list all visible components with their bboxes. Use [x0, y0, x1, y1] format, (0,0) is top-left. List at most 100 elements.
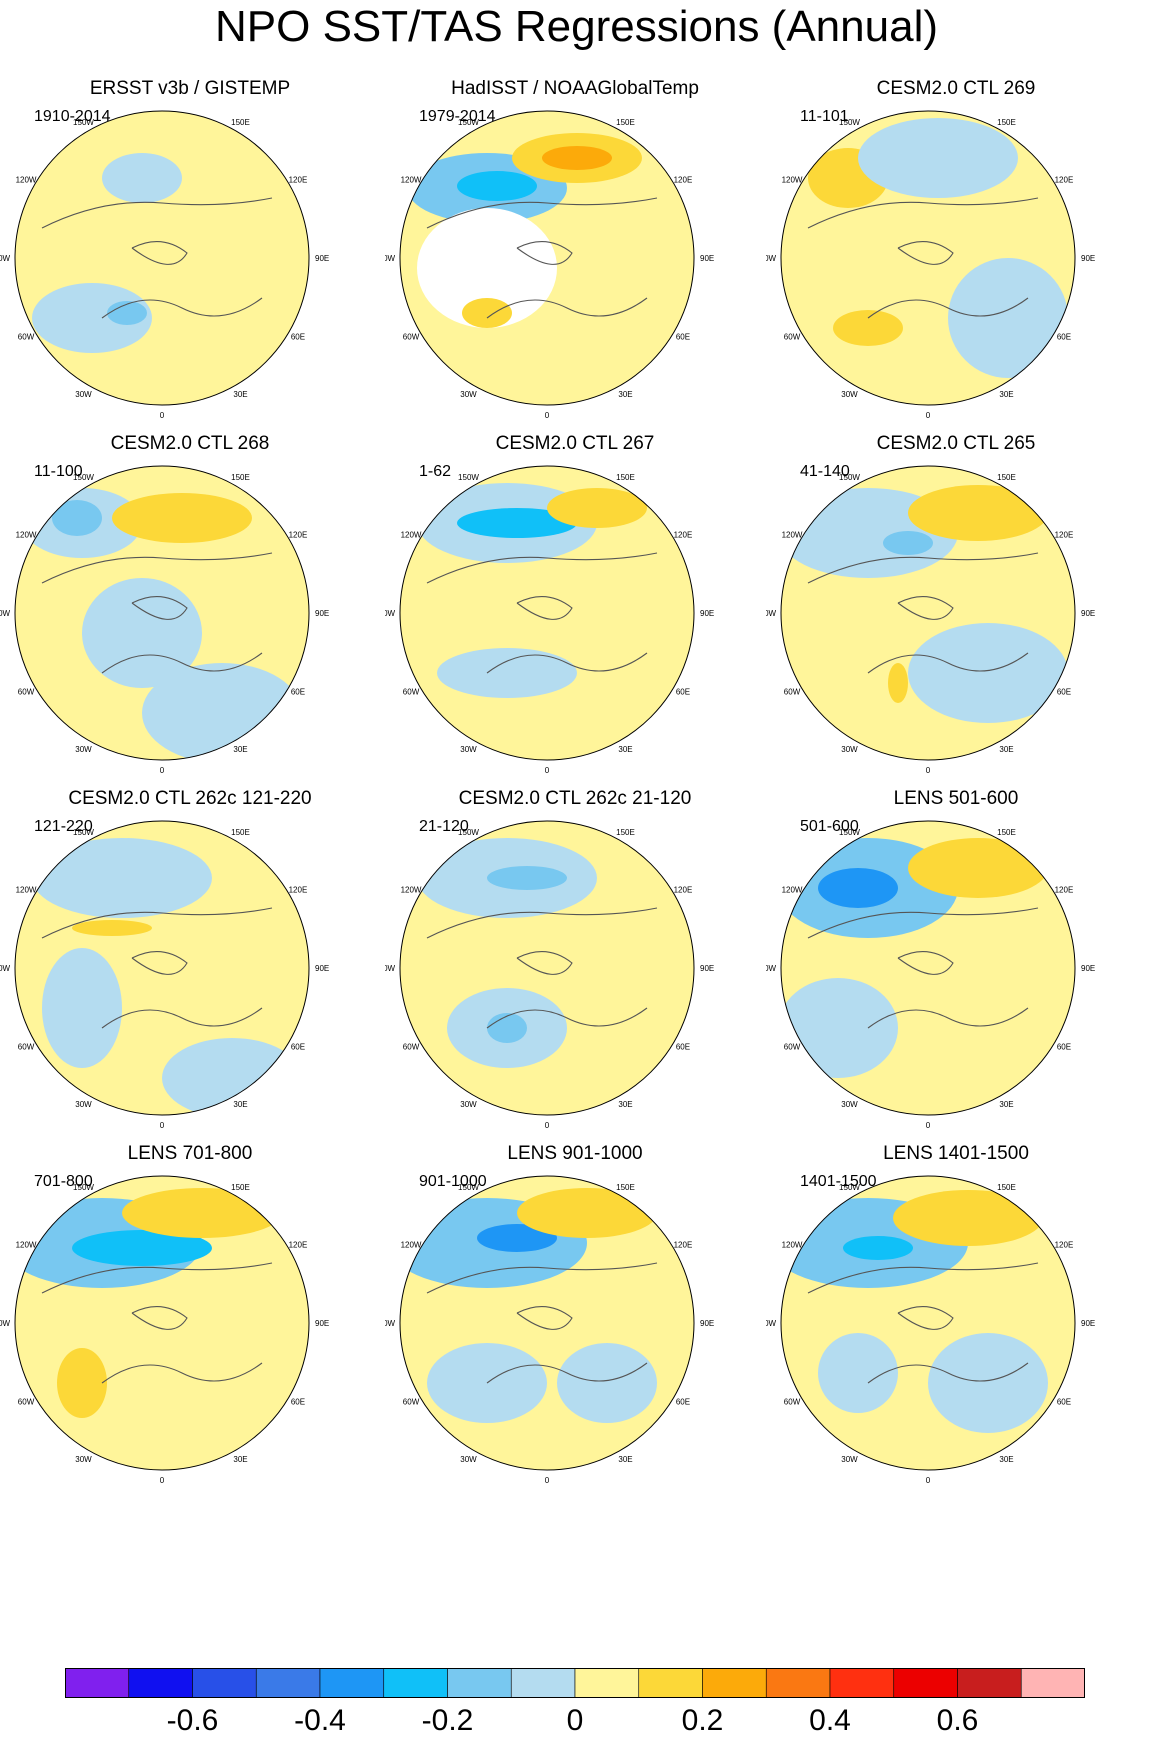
longitude-label: 90W: [385, 609, 396, 618]
anomaly-region: [858, 118, 1018, 198]
colorbar-label: 0.6: [936, 1704, 979, 1737]
longitude-label: 30E: [618, 1100, 632, 1109]
longitude-label: 60W: [18, 333, 35, 342]
longitude-label: 90E: [315, 1319, 329, 1328]
map-border: [14, 110, 310, 406]
longitude-label: 120W: [401, 176, 422, 185]
longitude-label: 150E: [616, 118, 635, 127]
longitude-label: 30W: [75, 1455, 92, 1464]
colorbar-cell: [383, 1668, 448, 1698]
longitude-label: 90W: [766, 609, 777, 618]
longitude-label: 30W: [75, 745, 92, 754]
longitude-label: 0: [926, 411, 931, 420]
map-border: [780, 465, 1076, 761]
longitude-label: 0: [545, 411, 550, 420]
longitude-label: 90W: [0, 254, 11, 263]
anomaly-region: [818, 1333, 898, 1413]
longitude-label: 120W: [782, 886, 803, 895]
longitude-label: 90E: [315, 964, 329, 973]
longitude-label: 90W: [766, 254, 777, 263]
colorbar-cell: [255, 1668, 321, 1698]
longitude-label: 60W: [18, 688, 35, 697]
anomaly-region: [142, 663, 302, 760]
longitude-label: 60E: [676, 333, 690, 342]
anomaly-region: [542, 146, 612, 170]
map-panel: HadISST / NOAAGlobalTemp1979-2014180150E…: [385, 70, 765, 470]
longitude-label: 150E: [231, 1183, 250, 1192]
longitude-label: 30W: [841, 1100, 858, 1109]
longitude-label: 30W: [75, 390, 92, 399]
longitude-label: 120E: [289, 176, 308, 185]
longitude-label: 120E: [289, 886, 308, 895]
panel-period: 1-62: [419, 463, 452, 480]
anomaly-region: [517, 1188, 657, 1238]
anomaly-region: [547, 488, 647, 528]
map-panel: CESM2.0 CTL 26811-100180150E120E90E60E30…: [0, 425, 380, 825]
colorbar-label: -0.2: [421, 1704, 474, 1737]
map-border: [399, 465, 695, 761]
panel-period: 11-101: [800, 108, 849, 125]
longitude-label: 120W: [782, 1241, 803, 1250]
panel-period: 1979-2014: [419, 108, 496, 125]
anomaly-region: [928, 1333, 1048, 1433]
map-panel: LENS 1401-15001401-1500180150E120E90E60E…: [766, 1135, 1146, 1535]
coastline: [41, 552, 273, 674]
anomaly-region: [457, 171, 537, 201]
longitude-label: 120W: [16, 176, 37, 185]
longitude-label: 60W: [403, 1398, 420, 1407]
longitude-label: 90E: [1081, 254, 1095, 263]
longitude-label: 60W: [403, 1043, 420, 1052]
anomaly-region: [42, 948, 122, 1068]
anomaly-region: [557, 1343, 657, 1423]
polar-map: 180150E120E90E60E30E030W60W90W120W150W: [766, 110, 1095, 420]
longitude-label: 0: [926, 1476, 931, 1485]
longitude-label: 30E: [233, 390, 247, 399]
longitude-label: 150W: [839, 118, 860, 127]
map-panel: CESM2.0 CTL 2671-62180150E120E90E60E30E0…: [385, 425, 765, 825]
panel-title: LENS 1401-1500: [883, 1143, 1029, 1164]
polar-map: 180150E120E90E60E30E030W60W90W120W150W: [0, 1175, 329, 1485]
longitude-label: 30W: [460, 745, 477, 754]
longitude-label: 60W: [784, 1043, 801, 1052]
longitude-label: 90E: [1081, 1319, 1095, 1328]
longitude-label: 150W: [73, 1183, 94, 1192]
longitude-label: 30E: [233, 1100, 247, 1109]
colorbar-label: -0.6: [166, 1704, 219, 1737]
longitude-label: 0: [926, 766, 931, 775]
longitude-label: 150W: [839, 473, 860, 482]
map-panel: CESM2.0 CTL 26541-140180150E120E90E60E30…: [766, 425, 1146, 825]
longitude-label: 90W: [385, 1319, 396, 1328]
colorbar-cell: [192, 1668, 257, 1698]
polar-map: 180150E120E90E60E30E030W60W90W120W150W: [0, 110, 329, 420]
longitude-label: 150W: [458, 473, 479, 482]
longitude-label: 60W: [18, 1398, 35, 1407]
panel-period: 21-120: [419, 818, 469, 835]
longitude-label: 90E: [700, 609, 714, 618]
colorbar-cell: [765, 1668, 831, 1698]
map-panel: LENS 901-1000901-1000180150E120E90E60E30…: [385, 1135, 765, 1535]
colorbar-cell: [957, 1668, 1022, 1698]
longitude-label: 30W: [460, 1100, 477, 1109]
panel-title: LENS 701-800: [127, 1143, 253, 1164]
anomaly-region: [32, 838, 212, 918]
coastline: [807, 1262, 1039, 1384]
longitude-label: 60E: [676, 688, 690, 697]
map-border: [399, 820, 695, 1116]
longitude-label: 90E: [700, 254, 714, 263]
longitude-label: 30W: [841, 390, 858, 399]
longitude-label: 150W: [73, 473, 94, 482]
panel-title: CESM2.0 CTL 268: [110, 433, 270, 454]
longitude-label: 90W: [385, 964, 396, 973]
longitude-label: 60E: [1057, 1398, 1071, 1407]
longitude-label: 120W: [16, 531, 37, 540]
coastline: [41, 907, 273, 1029]
longitude-label: 150E: [997, 828, 1016, 837]
longitude-label: 150E: [997, 1183, 1016, 1192]
longitude-label: 90E: [315, 609, 329, 618]
longitude-label: 120W: [401, 886, 422, 895]
longitude-label: 0: [545, 766, 550, 775]
anomaly-region: [477, 1224, 557, 1252]
panel-period: 501-600: [800, 818, 859, 835]
anomaly-region: [102, 153, 182, 203]
longitude-label: 120E: [674, 1241, 693, 1250]
